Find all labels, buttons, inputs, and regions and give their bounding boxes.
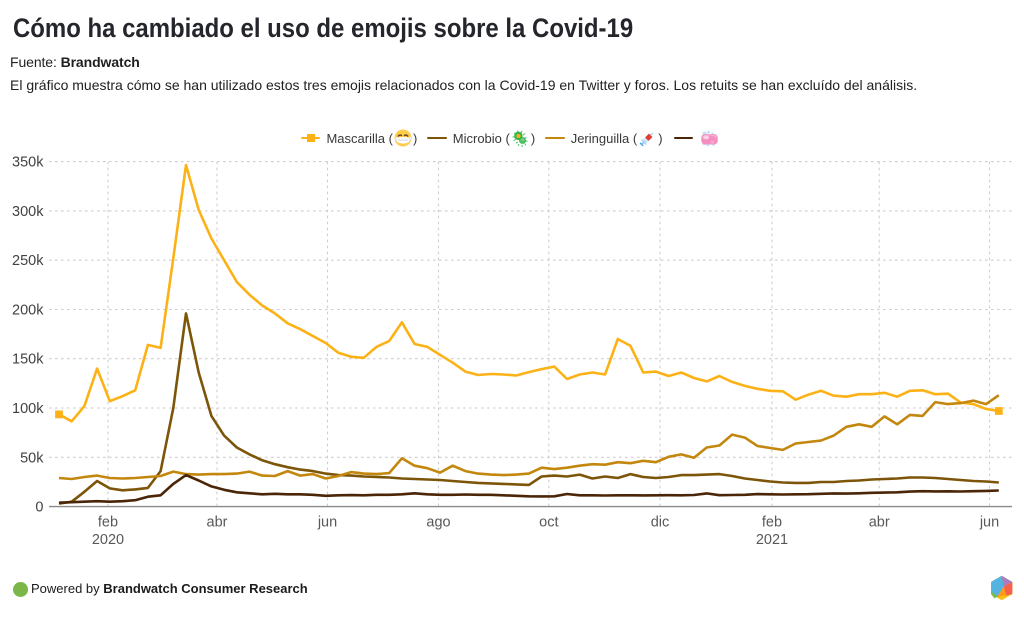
svg-text:dic: dic xyxy=(651,515,670,531)
svg-text:200k: 200k xyxy=(12,303,44,319)
svg-text:2021: 2021 xyxy=(756,532,788,548)
svg-text:oct: oct xyxy=(539,515,558,531)
svg-text:abr: abr xyxy=(869,515,890,531)
svg-text:100k: 100k xyxy=(12,401,44,417)
svg-text:feb: feb xyxy=(98,515,118,531)
svg-text:2020: 2020 xyxy=(92,532,124,548)
svg-text:150k: 150k xyxy=(12,352,44,368)
svg-text:jun: jun xyxy=(979,515,999,531)
svg-text:jun: jun xyxy=(317,515,337,531)
svg-text:0: 0 xyxy=(35,500,43,516)
svg-text:250k: 250k xyxy=(12,253,44,269)
svg-text:300k: 300k xyxy=(12,204,44,220)
svg-text:350k: 350k xyxy=(12,155,44,171)
svg-text:50k: 50k xyxy=(20,450,44,466)
svg-text:ago: ago xyxy=(426,515,450,531)
svg-text:feb: feb xyxy=(762,515,782,531)
svg-text:abr: abr xyxy=(207,515,228,531)
